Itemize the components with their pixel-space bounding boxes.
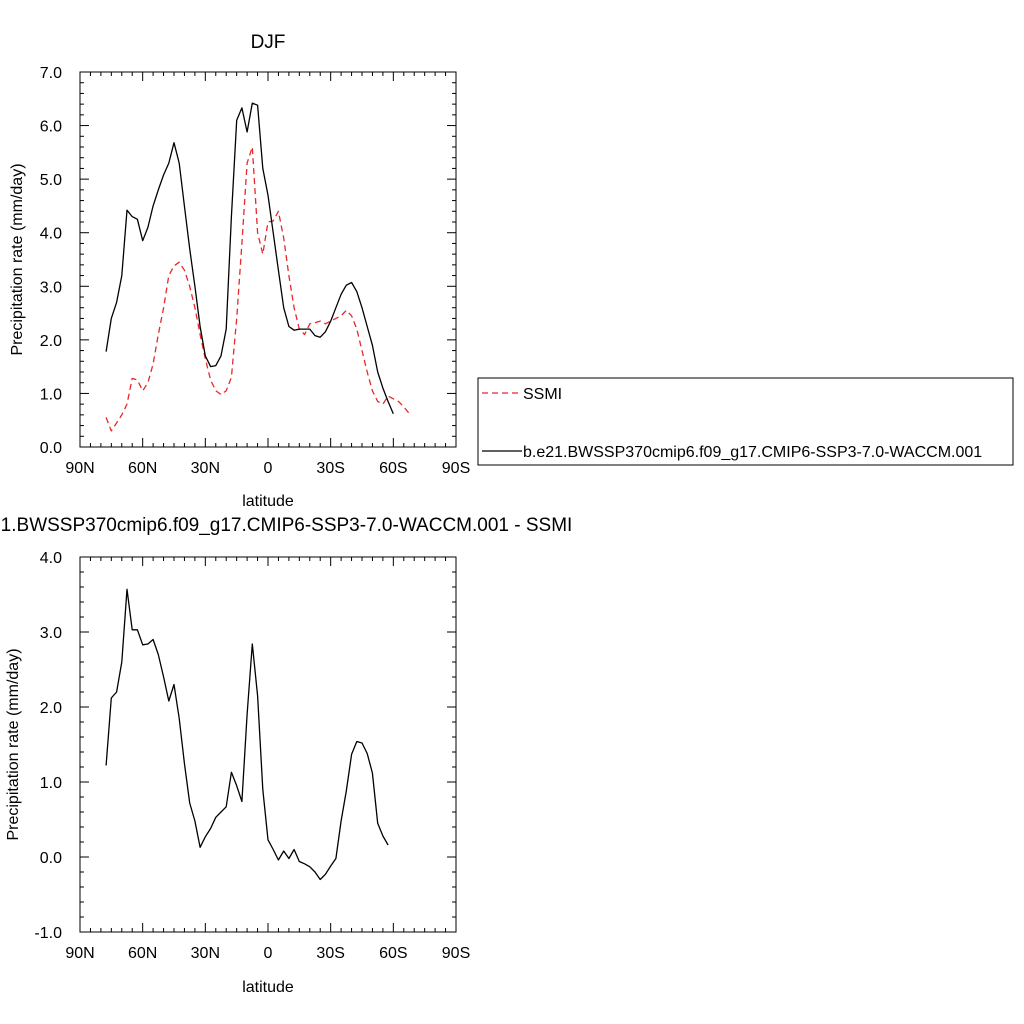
legend: SSMI b.e21.BWSSP370cmip6.f09_g17.CMIP6-S… bbox=[477, 377, 1014, 466]
bottom-y-tick-label: 1.0 bbox=[40, 775, 62, 792]
top-chart-xlabel: latitude bbox=[242, 493, 294, 510]
legend-box bbox=[477, 377, 1014, 466]
top-y-tick-label: 1.0 bbox=[40, 386, 62, 403]
legend-label-model: b.e21.BWSSP370cmip6.f09_g17.CMIP6-SSP3-7… bbox=[523, 444, 982, 461]
top-chart-title: DJF bbox=[251, 32, 286, 53]
top-chart-series bbox=[105, 102, 410, 432]
legend-label-ssmi: SSMI bbox=[523, 386, 562, 403]
bottom-x-tick-label: 30S bbox=[316, 945, 344, 962]
top-chart-panel: DJF 90N 60N 30N 0 30S 60S 90S 0.0 1.0 2.0 3.0 4.0 5.… bbox=[9, 32, 470, 510]
top-y-tick-label: 6.0 bbox=[40, 119, 62, 136]
top-x-tick-label: 30N bbox=[191, 460, 220, 477]
top-x-tick-label: 90N bbox=[65, 460, 94, 477]
top-chart-ylabel: Precipitation rate (mm/day) bbox=[9, 163, 26, 355]
bottom-x-tick-label: 30N bbox=[191, 945, 220, 962]
top-y-tick-label: 2.0 bbox=[40, 333, 62, 350]
top-series-line-2 bbox=[105, 102, 394, 415]
top-x-tick-label: 30S bbox=[316, 460, 344, 477]
bottom-chart-frame bbox=[79, 556, 457, 933]
top-x-tick-label: 60S bbox=[379, 460, 407, 477]
top-series-line-1 bbox=[105, 146, 410, 432]
bottom-y-tick-label: -1.0 bbox=[34, 925, 62, 942]
top-y-tick-label: 4.0 bbox=[40, 226, 62, 243]
bottom-y-tick-label: 4.0 bbox=[40, 550, 62, 567]
top-chart-frame bbox=[79, 71, 457, 448]
bottom-chart-xlabel: latitude bbox=[242, 979, 294, 996]
bottom-x-tick-label: 90S bbox=[442, 945, 470, 962]
top-x-tick-label: 90S bbox=[442, 460, 470, 477]
bottom-chart-axes: 90N 60N 30N 0 30S 60S 90S -1.0 0.0 1.0 2.0 3.0 4.0 bbox=[34, 550, 470, 962]
bottom-x-tick-label: 0 bbox=[264, 945, 273, 962]
bottom-x-tick-label: 60S bbox=[379, 945, 407, 962]
bottom-x-tick-label: 60N bbox=[128, 945, 157, 962]
bottom-x-tick-label: 90N bbox=[65, 945, 94, 962]
bottom-y-tick-label: 3.0 bbox=[40, 625, 62, 642]
bottom-chart-panel: b.e21.BWSSP370cmip6.f09_g17.CMIP6-SSP3-7… bbox=[0, 515, 572, 996]
bottom-y-tick-label: 2.0 bbox=[40, 700, 62, 717]
top-x-tick-label: 0 bbox=[264, 460, 273, 477]
bottom-chart-ylabel: Precipitation rate (mm/day) bbox=[5, 648, 22, 840]
top-x-tick-label: 60N bbox=[128, 460, 157, 477]
bottom-chart-title: b.e21.BWSSP370cmip6.f09_g17.CMIP6-SSP3-7… bbox=[0, 515, 572, 536]
top-y-tick-label: 7.0 bbox=[40, 65, 62, 82]
top-chart-axes: 90N 60N 30N 0 30S 60S 90S 0.0 1.0 2.0 3.0 4.0 5.0 6.0… bbox=[40, 65, 470, 477]
top-y-tick-label: 3.0 bbox=[40, 279, 62, 296]
top-y-tick-label: 0.0 bbox=[40, 440, 62, 457]
top-y-tick-label: 5.0 bbox=[40, 172, 62, 189]
bottom-series-line-1 bbox=[105, 588, 389, 881]
bottom-y-tick-label: 0.0 bbox=[40, 850, 62, 867]
bottom-chart-series bbox=[105, 588, 389, 881]
